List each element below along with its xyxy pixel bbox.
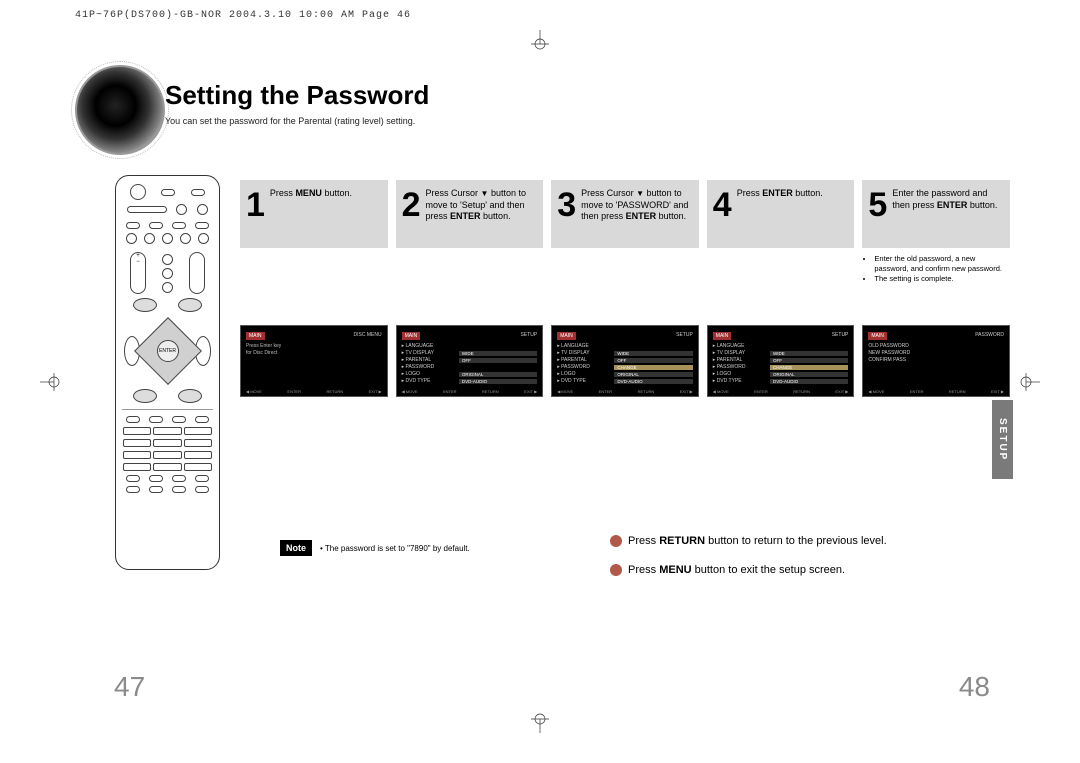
print-meta-header: 41P~76P(DS700)-GB-NOR 2004.3.10 10:00 AM… <box>75 10 411 21</box>
nav-dot-icon <box>610 564 622 576</box>
page-number-right: 48 <box>959 671 990 703</box>
note-label: Note <box>280 540 312 556</box>
speaker-graphic <box>75 65 165 155</box>
step-5: 5Enter the password and then press ENTER… <box>862 180 1010 283</box>
step-2: 2Press Cursor ▼ button to move to 'Setup… <box>396 180 544 283</box>
page-subtitle: You can set the password for the Parenta… <box>165 116 429 126</box>
tv-screenshots-row: MAINDISC MENUPress Enter keyfor Disc Dir… <box>240 325 1010 397</box>
page-number-left: 47 <box>114 671 145 703</box>
tv-screenshot: MAINDISC MENUPress Enter keyfor Disc Dir… <box>240 325 388 397</box>
tv-screenshot: MAINPASSWORDOLD PASSWORDNEW PASSWORDCONF… <box>862 325 1010 397</box>
remote-control-illustration: +− ENTER <box>115 175 220 570</box>
note-text: • The password is set to "7890" by defau… <box>320 544 470 553</box>
tv-screenshot: MAINSETUP▸ LANGUAGE▸ TV DISPLAYWIDE▸ PAR… <box>396 325 544 397</box>
note-block: Note • The password is set to "7890" by … <box>280 540 470 556</box>
tv-screenshot: MAINSETUP▸ LANGUAGE▸ TV DISPLAYWIDE▸ PAR… <box>707 325 855 397</box>
step-4: 4Press ENTER button. <box>707 180 855 283</box>
section-tab-setup: SETUP <box>992 400 1013 479</box>
page-title: Setting the Password <box>165 80 429 111</box>
nav-dot-icon <box>610 535 622 547</box>
steps-row: 1Press MENU button.2Press Cursor ▼ butto… <box>240 180 1010 283</box>
crop-mark-left <box>40 367 60 397</box>
crop-mark-right <box>1020 367 1040 397</box>
step-3: 3Press Cursor ▼ button to move to 'PASSW… <box>551 180 699 283</box>
navigation-hints: Press RETURN button to return to the pre… <box>610 527 970 584</box>
crop-mark-bottom <box>525 713 555 733</box>
crop-mark-top <box>525 30 555 50</box>
tv-screenshot: MAINSETUP▸ LANGUAGE▸ TV DISPLAYWIDE▸ PAR… <box>551 325 699 397</box>
step-1: 1Press MENU button. <box>240 180 388 283</box>
